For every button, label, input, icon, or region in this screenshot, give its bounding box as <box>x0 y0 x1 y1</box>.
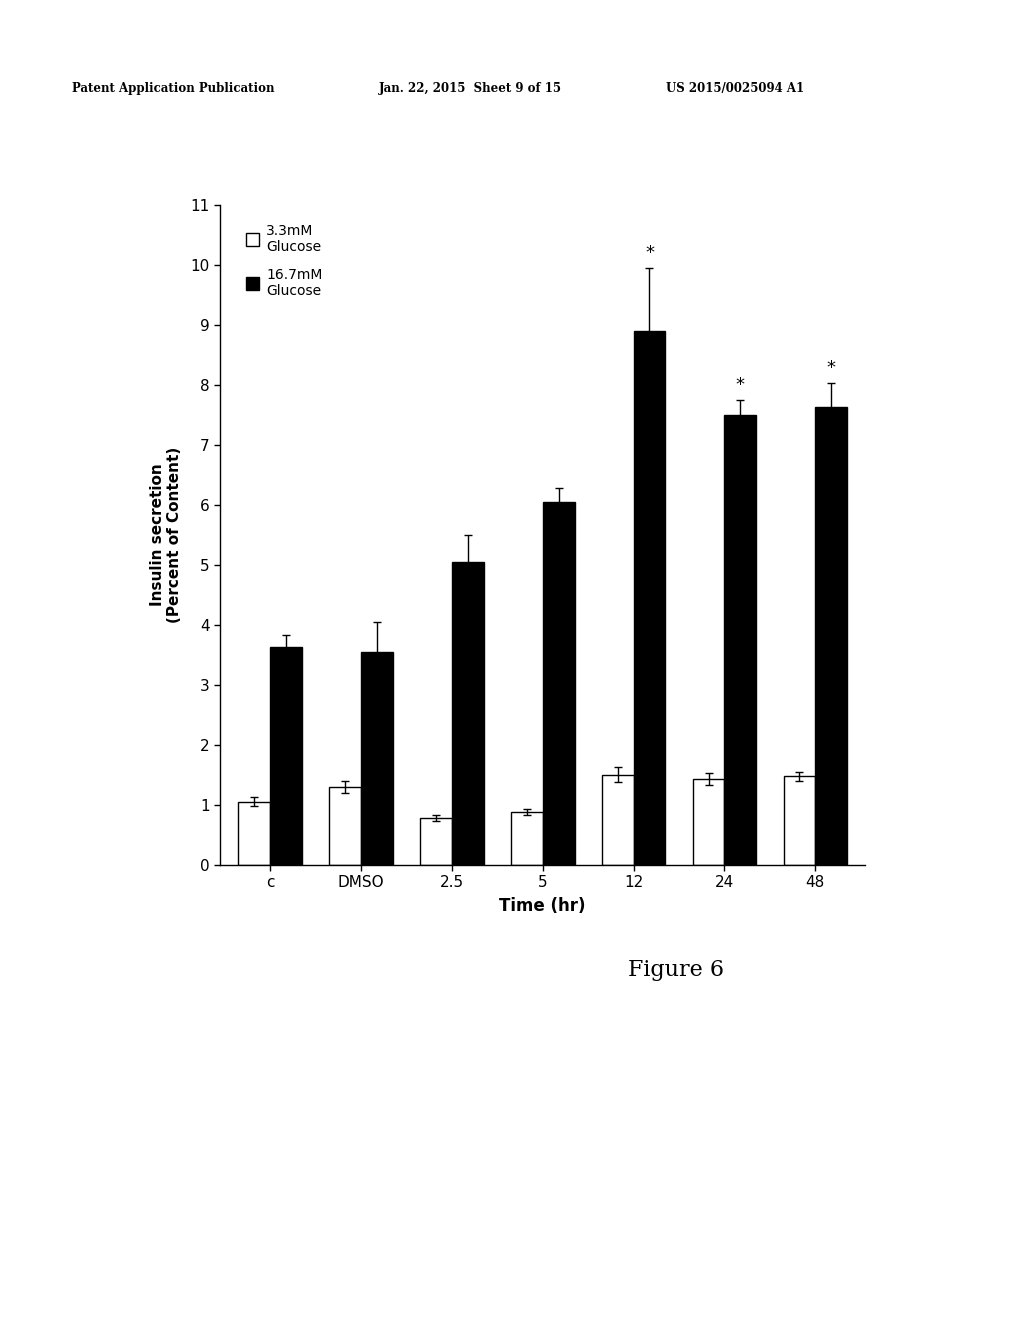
Bar <box>692 779 724 865</box>
Legend: 3.3mM
Glucose, 16.7mM
Glucose: 3.3mM Glucose, 16.7mM Glucose <box>240 218 329 304</box>
Bar <box>270 647 302 865</box>
Bar <box>783 776 815 865</box>
Bar <box>815 408 847 865</box>
X-axis label: Time (hr): Time (hr) <box>500 898 586 915</box>
Text: Jan. 22, 2015  Sheet 9 of 15: Jan. 22, 2015 Sheet 9 of 15 <box>379 82 562 95</box>
Y-axis label: Insulin secretion
(Percent of Content): Insulin secretion (Percent of Content) <box>150 446 182 623</box>
Bar <box>239 801 270 865</box>
Bar <box>634 330 666 865</box>
Text: Patent Application Publication: Patent Application Publication <box>72 82 274 95</box>
Text: *: * <box>645 244 654 261</box>
Bar <box>602 775 634 865</box>
Bar <box>329 787 361 865</box>
Bar <box>511 812 543 865</box>
Text: Figure 6: Figure 6 <box>628 960 724 981</box>
Text: *: * <box>736 376 744 393</box>
Bar <box>452 561 483 865</box>
Bar <box>361 652 393 865</box>
Text: *: * <box>826 359 836 378</box>
Bar <box>543 502 574 865</box>
Bar <box>724 414 757 865</box>
Bar <box>420 818 452 865</box>
Text: US 2015/0025094 A1: US 2015/0025094 A1 <box>666 82 804 95</box>
